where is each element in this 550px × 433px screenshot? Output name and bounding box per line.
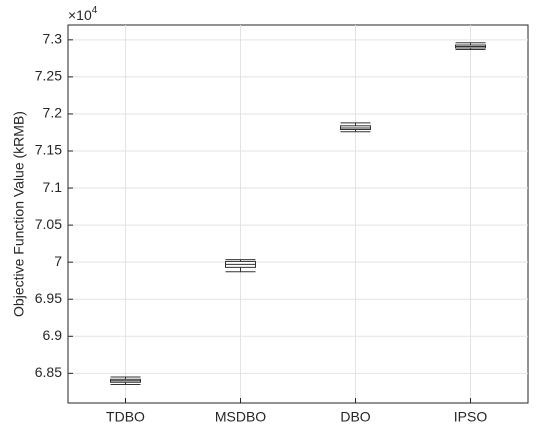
y-tick-label: 7.1 — [43, 179, 63, 195]
plot-area — [67, 24, 529, 404]
y-tick-label: 6.9 — [43, 327, 63, 343]
y-tick-label: 7.2 — [43, 105, 63, 121]
y-tick-label: 7.15 — [35, 142, 62, 158]
y-tick-label: 7.3 — [43, 31, 63, 47]
y-axis-label: Objective Function Value (kRMB) — [11, 111, 27, 317]
x-tick-label: TDBO — [106, 409, 145, 425]
multiplier-base: ×10 — [68, 7, 92, 23]
multiplier-exponent: 4 — [92, 5, 98, 16]
x-tick-label: IPSO — [454, 409, 488, 425]
x-tick-label: MSDBO — [215, 409, 266, 425]
y-tick-label: 7.25 — [35, 68, 62, 84]
y-tick-label: 7 — [54, 253, 62, 269]
y-tick-label: 7.05 — [35, 216, 62, 232]
y-multiplier: ×104 — [68, 5, 98, 23]
y-tick-label: 6.85 — [35, 364, 62, 380]
x-tick-label: DBO — [340, 409, 370, 425]
y-tick-label: 6.95 — [35, 290, 62, 306]
